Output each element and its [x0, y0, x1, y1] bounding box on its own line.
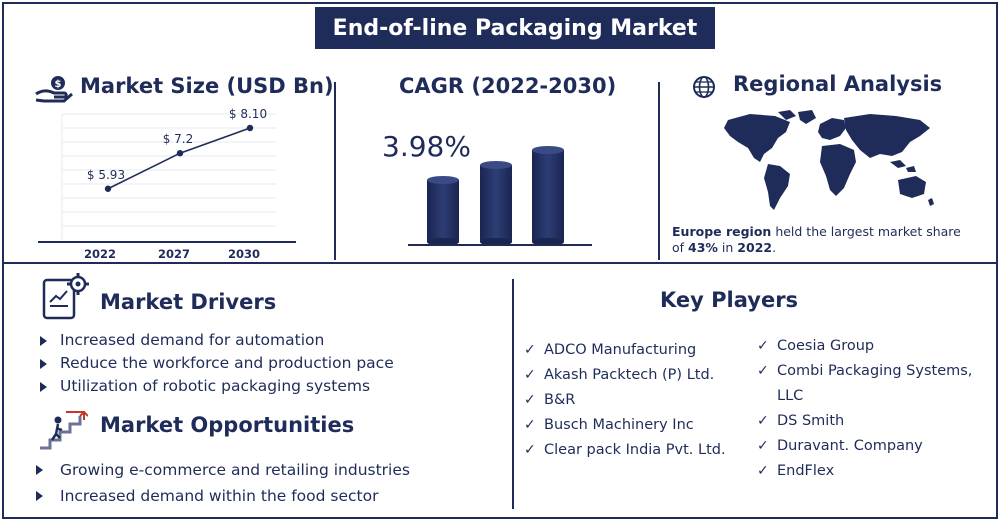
- region-name: Europe region: [672, 224, 772, 239]
- stairs-growth-icon: [40, 410, 88, 450]
- opportunities-list: Growing e-commerce and retailing industr…: [34, 457, 410, 509]
- key-players-col2: ✓ Coesia Group ✓ Combi Packaging Systems, …: [757, 334, 982, 484]
- data-point: [176, 150, 184, 157]
- horizontal-divider: [2, 262, 998, 264]
- x-tick-label: 2022: [84, 247, 116, 260]
- vertical-divider-2: [658, 82, 660, 260]
- x-tick-label: 2030: [228, 247, 260, 260]
- region-note-text-2: in: [717, 240, 738, 255]
- list-item: Increased demand within the food sector: [34, 483, 410, 509]
- list-item: ✓ B&R: [524, 392, 576, 408]
- money-hand-icon: $: [35, 76, 73, 103]
- x-tick-label: 2027: [158, 247, 190, 260]
- cagr-value: 3.98%: [382, 130, 471, 163]
- tablet-gear-icon: [42, 273, 89, 320]
- list-item: ✓ Clear pack India Pvt. Ltd.: [524, 442, 726, 458]
- list-item: ✓ ADCO Manufacturing: [524, 342, 697, 358]
- vertical-divider-3: [512, 279, 514, 509]
- region-share: 43%: [688, 240, 718, 255]
- list-item: ✓ Busch Machinery Inc: [524, 417, 694, 433]
- key-players-col1: ✓ ADCO Manufacturing ✓ Akash Packtech (P) …: [524, 338, 744, 463]
- data-label: $ 8.10: [229, 107, 267, 121]
- list-item: ✓ Akash Packtech (P) Ltd.: [524, 367, 715, 383]
- data-point: [246, 124, 254, 132]
- region-year: 2022: [737, 240, 773, 255]
- cylinder-3: [532, 146, 564, 246]
- cagr-cylinders-graphic: [408, 146, 592, 246]
- market-size-chart: $ 5.93 2022 $ 7.2 2027 $ 8.10 2030: [38, 107, 296, 260]
- list-item: ✓ DS Smith: [757, 413, 845, 429]
- regional-heading: Regional Analysis: [733, 72, 943, 96]
- list-item: Growing e-commerce and retailing industr…: [34, 457, 410, 483]
- cagr-heading: CAGR (2022-2030): [399, 74, 617, 98]
- globe-icon: [693, 76, 715, 98]
- data-point: [104, 185, 112, 192]
- region-note-text-3: .: [772, 240, 777, 255]
- data-label: $ 7.2: [163, 132, 194, 146]
- key-players-heading: Key Players: [660, 288, 799, 312]
- list-item: Reduce the workforce and production pace: [38, 352, 394, 375]
- list-item: Increased demand for automation: [38, 329, 394, 352]
- market-size-heading: Market Size (USD Bn): [80, 74, 334, 98]
- svg-text:$: $: [55, 79, 62, 90]
- drivers-heading: Market Drivers: [100, 290, 277, 314]
- regional-note: Europe region held the largest market sh…: [672, 224, 962, 256]
- vertical-divider-1: [334, 82, 336, 260]
- page-title: End-of-line Packaging Market: [315, 7, 715, 49]
- opportunities-heading: Market Opportunities: [100, 413, 355, 437]
- list-item: ✓ Combi Packaging Systems, LLC: [757, 363, 973, 404]
- list-item: ✓ Duravant. Company: [757, 438, 923, 454]
- cylinder-1: [427, 176, 459, 246]
- list-item: ✓ EndFlex: [757, 463, 835, 479]
- world-map-graphic: [724, 110, 934, 210]
- cylinder-2: [480, 161, 512, 246]
- list-item: Utilization of robotic packaging systems: [38, 375, 394, 398]
- data-label: $ 5.93: [87, 168, 125, 182]
- list-item: ✓ Coesia Group: [757, 338, 875, 354]
- region-note-text-1: held the largest market share of: [672, 224, 961, 255]
- drivers-list: Increased demand for automation Reduce t…: [38, 329, 394, 398]
